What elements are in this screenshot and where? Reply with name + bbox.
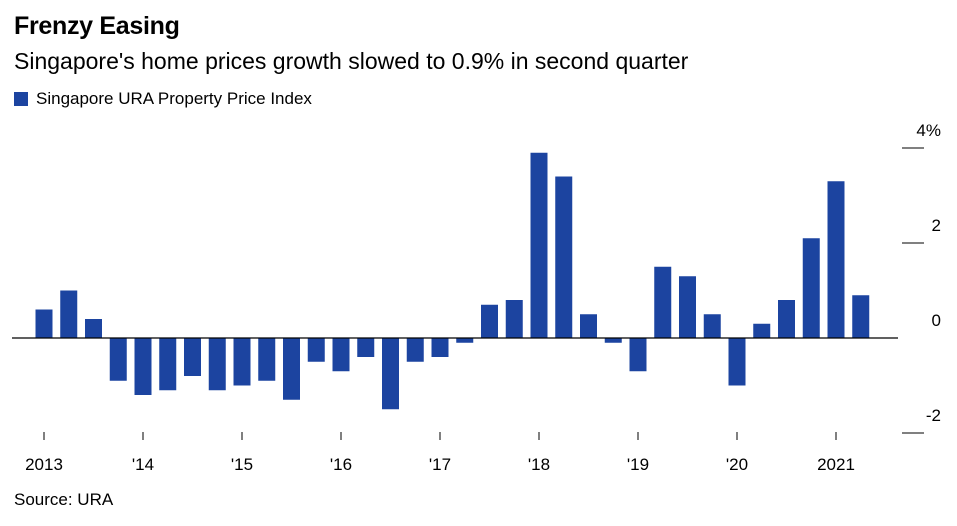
bar-2018Q3 (580, 314, 597, 338)
bar-2015Q2 (258, 338, 276, 381)
y-tick-label: 2 (932, 216, 941, 235)
y-tick-label: -2 (926, 406, 941, 425)
bar-2014Q2 (159, 338, 177, 391)
bar-2015Q3 (283, 338, 300, 400)
x-tick-label: '20 (726, 455, 748, 474)
x-tick-label: '17 (429, 455, 451, 474)
bar-2013Q4 (109, 338, 127, 381)
chart-title: Frenzy Easing (14, 12, 180, 40)
bar-2016Q2 (357, 338, 375, 357)
legend-swatch (14, 92, 28, 106)
x-tick-label: '19 (627, 455, 649, 474)
bar-2013Q1 (35, 309, 53, 338)
bar-2020Q1 (728, 338, 746, 386)
bar-2018Q4 (604, 338, 622, 343)
bar-2017Q1 (431, 338, 449, 357)
bar-2014Q3 (184, 338, 201, 376)
bar-2013Q3 (85, 319, 102, 338)
bar-2020Q4 (802, 238, 820, 338)
y-tick-label: 4% (916, 121, 941, 140)
y-tick-label: 0 (932, 311, 941, 330)
bar-2016Q4 (406, 338, 424, 362)
x-tick-label: '18 (528, 455, 550, 474)
bar-2016Q1 (332, 338, 350, 372)
bar-2015Q4 (307, 338, 325, 362)
x-tick-label: 2021 (817, 455, 855, 474)
legend: Singapore URA Property Price Index (14, 89, 312, 109)
x-tick-label: '15 (231, 455, 253, 474)
bar-2017Q4 (505, 300, 523, 338)
bar-2020Q2 (753, 323, 771, 338)
x-tick-label: 2013 (25, 455, 63, 474)
legend-label: Singapore URA Property Price Index (36, 89, 312, 108)
bar-2017Q2 (456, 338, 474, 343)
bar-2013Q2 (60, 290, 78, 338)
bar-2014Q4 (208, 338, 226, 391)
bar-2018Q1 (530, 152, 548, 338)
bar-2016Q3 (382, 338, 399, 410)
bar-2021Q2 (852, 295, 870, 338)
bar-2018Q2 (555, 176, 573, 338)
bar-2021Q1 (827, 181, 845, 338)
bar-2019Q3 (679, 276, 696, 338)
chart-subtitle: Singapore's home prices growth slowed to… (14, 48, 689, 74)
source-note: Source: URA (14, 490, 114, 509)
bar-2019Q4 (703, 314, 721, 338)
bar-2014Q1 (134, 338, 152, 395)
bar-2017Q3 (481, 304, 498, 338)
bar-2019Q1 (629, 338, 647, 372)
bar-2020Q3 (778, 300, 795, 338)
x-tick-label: '14 (132, 455, 154, 474)
bar-2015Q1 (233, 338, 251, 386)
x-tick-label: '16 (330, 455, 352, 474)
bar-2019Q2 (654, 266, 672, 338)
